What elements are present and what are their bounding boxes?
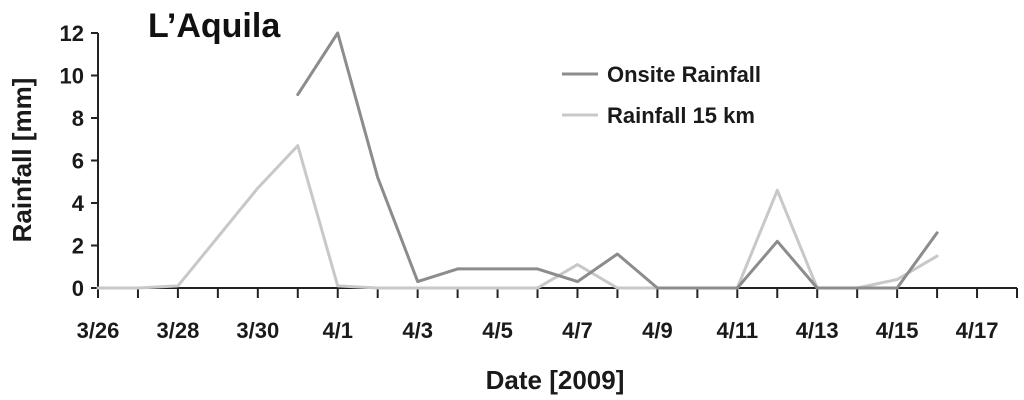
x-tick-label: 3/30 xyxy=(236,318,279,343)
series-line-onsite-rainfall xyxy=(296,31,939,290)
x-tick-label: 3/26 xyxy=(77,318,120,343)
x-tick-label: 4/9 xyxy=(642,318,673,343)
y-tick-label: 10 xyxy=(60,64,84,89)
x-tick-label: 3/28 xyxy=(156,318,199,343)
chart-title: L’Aquila xyxy=(148,7,281,45)
legend: Onsite Rainfall Rainfall 15 km xyxy=(562,62,761,128)
series-line-rainfall-15-km xyxy=(96,144,939,290)
y-tick-label: 12 xyxy=(60,21,84,46)
legend-label: Onsite Rainfall xyxy=(607,62,761,87)
series-lines xyxy=(96,31,939,290)
y-axis-title: Rainfall [mm] xyxy=(7,78,37,243)
y-tick-label: 0 xyxy=(72,276,84,301)
x-tick-label: 4/17 xyxy=(956,318,999,343)
x-tick-label: 4/1 xyxy=(322,318,353,343)
axes: 0 2 4 6 8 10 12 3/26 3/28 3/30 4/1 4/3 4/5 4/7 4/9 4/11… xyxy=(60,21,1018,343)
y-tick-label: 2 xyxy=(72,234,84,259)
x-tick-label: 4/3 xyxy=(402,318,433,343)
x-axis-title: Date [2009] xyxy=(486,365,625,395)
legend-label: Rainfall 15 km xyxy=(607,103,755,128)
x-tick-label: 4/15 xyxy=(876,318,919,343)
y-tick-label: 4 xyxy=(72,191,85,216)
x-tick-label: 4/11 xyxy=(716,318,758,343)
x-tick-label: 4/13 xyxy=(796,318,839,343)
x-tick-label: 4/5 xyxy=(482,318,513,343)
x-tick-label: 4/7 xyxy=(562,318,593,343)
y-tick-label: 6 xyxy=(72,149,84,174)
y-tick-label: 8 xyxy=(72,106,84,131)
